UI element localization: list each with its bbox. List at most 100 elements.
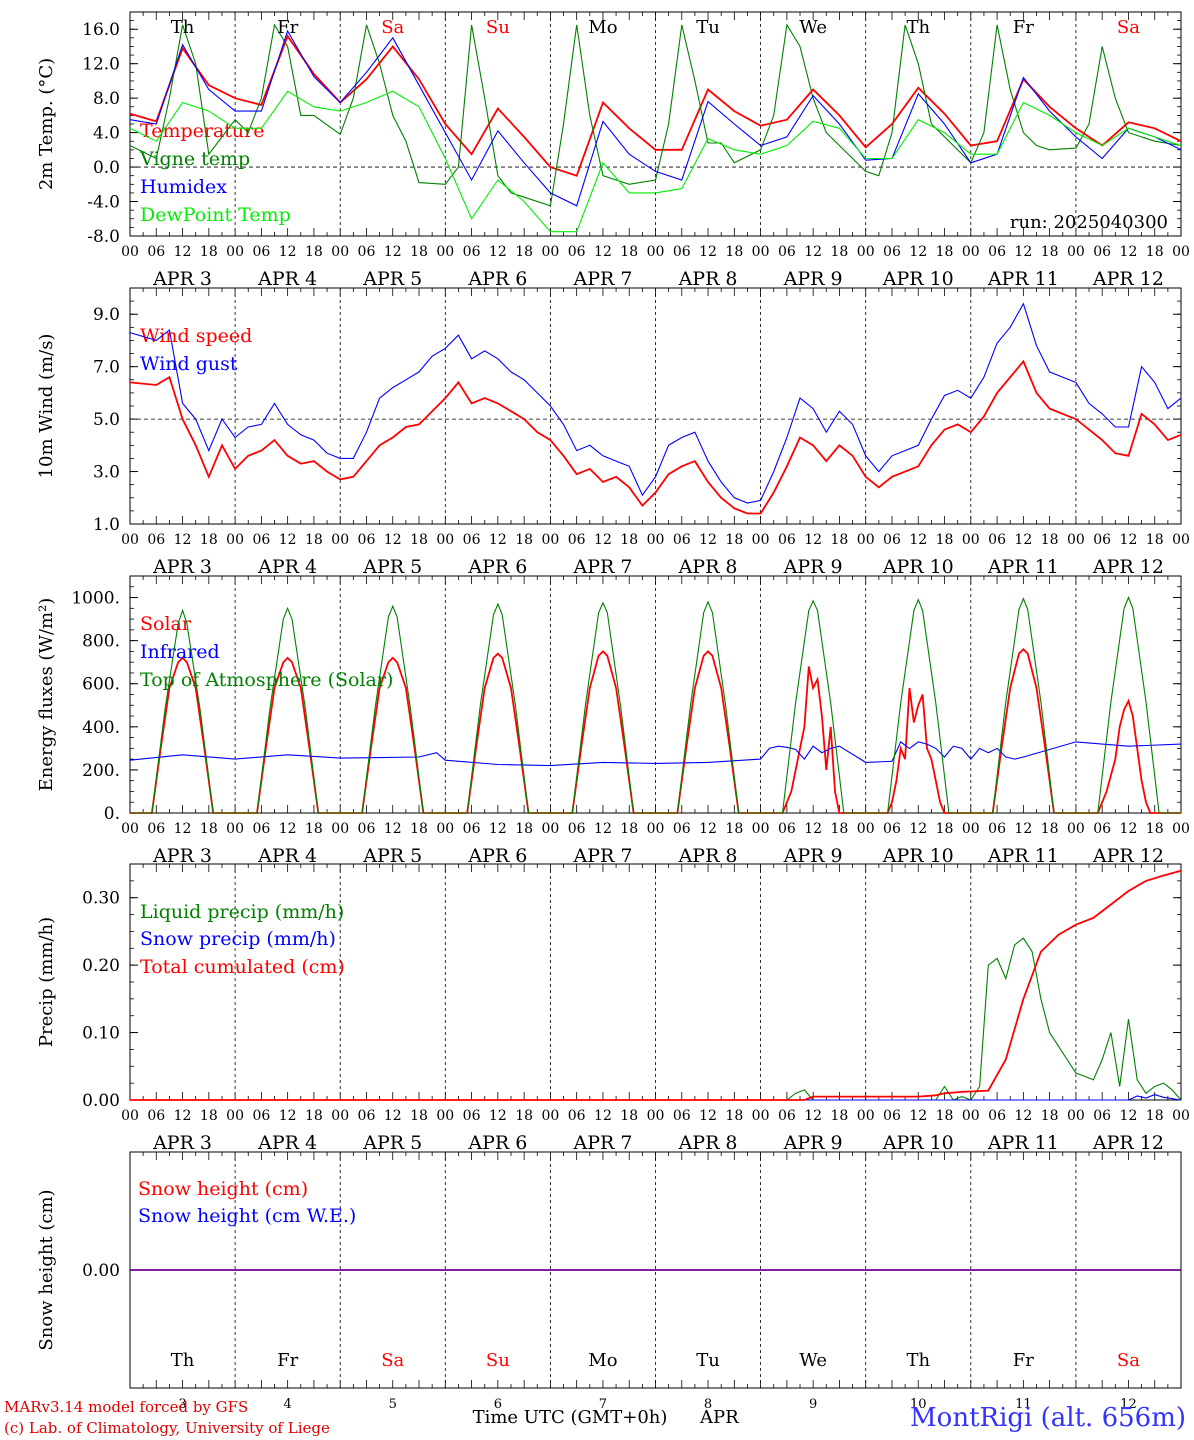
series-line-dewpoint-temp (129, 90, 1182, 233)
hour-tick-label: 12 (1014, 821, 1032, 837)
hour-tick-label: 06 (883, 244, 901, 260)
hour-tick-label: 06 (673, 1108, 691, 1124)
hour-tick-label: 06 (358, 1108, 376, 1124)
legend-entry: Temperature (140, 120, 264, 142)
hour-tick-label: 12 (489, 821, 507, 837)
legend-entry: DewPoint Temp (140, 204, 291, 226)
weekday-label: Fr (277, 17, 298, 38)
date-label: APR 9 (783, 556, 843, 578)
hour-tick-label: 18 (725, 821, 743, 837)
hour-tick-label: 00 (436, 532, 454, 548)
hour-tick-label: 18 (1041, 244, 1059, 260)
hour-tick-label: 12 (1120, 244, 1138, 260)
date-label: APR 4 (257, 1132, 317, 1154)
hour-tick-label: 18 (725, 1108, 743, 1124)
hour-tick-label: 12 (174, 244, 192, 260)
hour-tick-label: 06 (358, 532, 376, 548)
hour-tick-label: 12 (174, 1108, 192, 1124)
y-tick-label: 0.0 (93, 158, 120, 178)
hour-tick-label: 00 (121, 821, 139, 837)
weekday-label: Th (906, 1350, 930, 1371)
lab-credit: (c) Lab. of Climatology, University of L… (4, 1419, 330, 1437)
y-tick-label: 5.0 (93, 410, 120, 430)
hour-tick-label: 12 (279, 532, 297, 548)
hour-tick-label: 06 (147, 532, 165, 548)
hour-tick-label: 06 (988, 1108, 1006, 1124)
date-label: APR 6 (467, 556, 527, 578)
hour-tick-label: 00 (1172, 532, 1190, 548)
hour-tick-label: 06 (988, 821, 1006, 837)
y-tick-label: 200. (82, 761, 120, 781)
panel-frame (129, 575, 1182, 814)
date-label: APR 6 (467, 845, 527, 867)
run-label: run: 2025040300 (1010, 212, 1168, 233)
date-label: APR 5 (362, 845, 422, 867)
hour-tick-label: 00 (1067, 244, 1085, 260)
hour-tick-label: 12 (804, 821, 822, 837)
hour-tick-label: 12 (1014, 244, 1032, 260)
date-label: APR 5 (362, 556, 422, 578)
hour-tick-label: 00 (962, 244, 980, 260)
hour-tick-label: 06 (358, 821, 376, 837)
hour-tick-label: 00 (1067, 532, 1085, 548)
legend-entry: Wind gust (140, 353, 238, 375)
series-line-humidex (129, 29, 1182, 207)
y-tick-label: 0.10 (82, 1024, 120, 1044)
date-label: APR 3 (152, 556, 212, 578)
hour-tick-label: 12 (909, 532, 927, 548)
hour-tick-label: 06 (463, 244, 481, 260)
hour-tick-label: 00 (226, 821, 244, 837)
hour-tick-label: 06 (988, 532, 1006, 548)
hour-tick-label: 12 (1120, 532, 1138, 548)
date-label: APR 12 (1092, 845, 1164, 867)
y-tick-label: 16.0 (82, 20, 120, 40)
hour-tick-label: 12 (1120, 1108, 1138, 1124)
hour-tick-label: 12 (174, 821, 192, 837)
hour-tick-label: 18 (515, 821, 533, 837)
date-label: APR 7 (572, 1132, 632, 1154)
hour-tick-label: 06 (1093, 1108, 1111, 1124)
hour-tick-label: 18 (200, 1108, 218, 1124)
y-axis-label: 10m Wind (m/s) (36, 334, 57, 479)
weekday-label: Tu (696, 1350, 720, 1371)
hour-tick-label: 00 (541, 821, 559, 837)
date-label: APR 6 (467, 1132, 527, 1154)
weekday-label: Sa (381, 1350, 404, 1371)
series-line-infrared (129, 741, 1182, 767)
hour-tick-label: 12 (804, 1108, 822, 1124)
hour-tick-label: 18 (515, 532, 533, 548)
station-name: MontRigi (alt. 656m) (910, 1403, 1186, 1433)
hour-tick-label: 12 (909, 1108, 927, 1124)
x-axis-title: Time UTC (GMT+0h) (473, 1407, 668, 1428)
hour-tick-label: 00 (752, 244, 770, 260)
hour-tick-label: 12 (909, 244, 927, 260)
date-label: APR 4 (257, 268, 317, 290)
hour-tick-label: 06 (147, 821, 165, 837)
hour-tick-label: 00 (436, 821, 454, 837)
weekday-label: Fr (277, 1350, 298, 1371)
hour-tick-label: 06 (1093, 532, 1111, 548)
hour-tick-label: 00 (857, 244, 875, 260)
weekday-label: Th (906, 17, 930, 38)
hour-tick-label: 18 (1146, 532, 1164, 548)
hour-tick-label: 00 (962, 1108, 980, 1124)
legend-entry: Top of Atmosphere (Solar) (140, 669, 393, 691)
hour-tick-label: 12 (384, 532, 402, 548)
hour-tick-label: 00 (121, 1108, 139, 1124)
hour-tick-label: 18 (725, 244, 743, 260)
hour-tick-label: 12 (489, 244, 507, 260)
hour-tick-label: 00 (962, 532, 980, 548)
date-label: APR 12 (1092, 556, 1164, 578)
hour-tick-label: 18 (305, 244, 323, 260)
date-label: APR 3 (152, 845, 212, 867)
hour-tick-label: 12 (594, 821, 612, 837)
hour-tick-label: 18 (1146, 821, 1164, 837)
y-tick-label: 0.30 (82, 889, 120, 909)
weekday-label: Th (171, 17, 195, 38)
series-line-wind-gust (129, 302, 1182, 504)
legend-entry: Snow height (cm W.E.) (138, 1205, 356, 1227)
series-line-vigne-temp (129, 23, 1182, 207)
date-label: APR 8 (678, 268, 738, 290)
series-line-wind-speed (129, 359, 1182, 515)
date-label: APR 7 (572, 556, 632, 578)
